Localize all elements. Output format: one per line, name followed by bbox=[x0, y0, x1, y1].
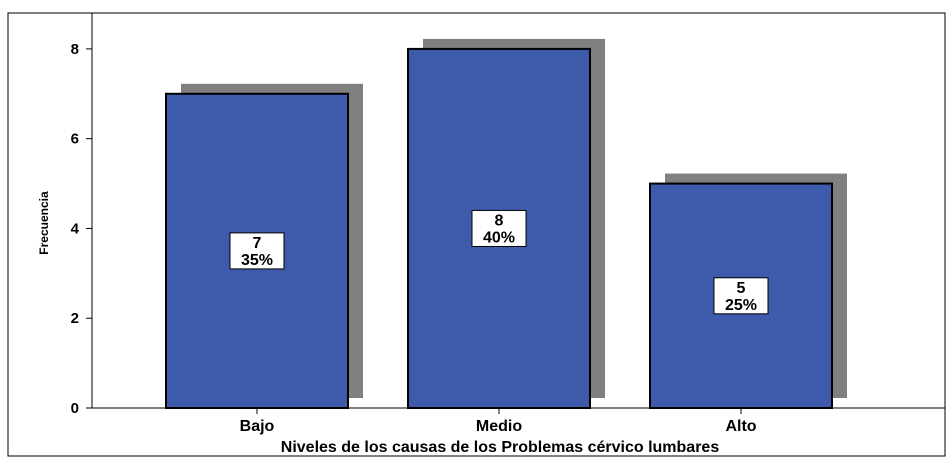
y-tick-label: 2 bbox=[71, 310, 79, 327]
data-label-box bbox=[471, 209, 527, 247]
data-label-box bbox=[713, 277, 769, 315]
data-label-count: 5 bbox=[737, 280, 746, 297]
x-tick-label: Alto bbox=[725, 418, 756, 435]
x-tick-label: Medio bbox=[476, 418, 522, 435]
data-label-box bbox=[229, 232, 285, 270]
y-tick-label: 8 bbox=[71, 41, 79, 58]
y-tick-label: 0 bbox=[71, 400, 79, 417]
x-tick-label: Bajo bbox=[240, 418, 275, 435]
x-axis: Bajo Medio Alto bbox=[240, 408, 757, 435]
data-label-count: 7 bbox=[253, 235, 262, 252]
data-label-count: 8 bbox=[495, 212, 504, 229]
y-axis-title: Frecuencia bbox=[37, 191, 51, 255]
data-label-percent: 40% bbox=[483, 229, 515, 246]
y-tick-label: 4 bbox=[71, 220, 80, 237]
data-label-percent: 35% bbox=[241, 252, 273, 269]
x-axis-title: Niveles de los causas de los Problemas c… bbox=[281, 439, 720, 456]
data-label-percent: 25% bbox=[725, 297, 757, 314]
bars-group: 735% 840% 525% bbox=[165, 38, 847, 410]
y-axis: 0 2 4 6 8 bbox=[71, 41, 92, 417]
y-tick-label: 6 bbox=[71, 131, 79, 148]
